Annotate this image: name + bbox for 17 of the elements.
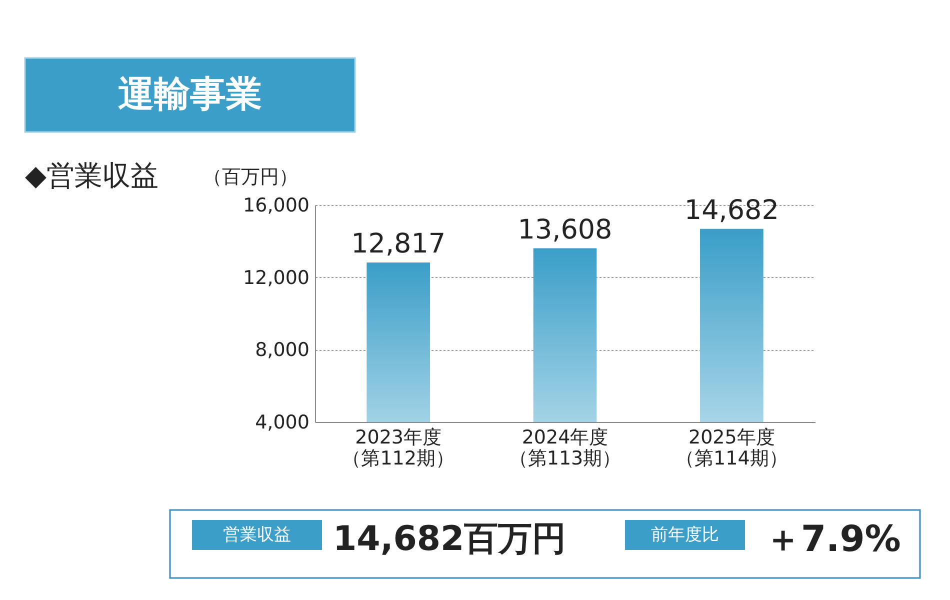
chart-title: ◆営業収益 [25, 159, 159, 192]
data-label: 13,608 [518, 214, 612, 246]
text: 前年度比 [651, 525, 719, 545]
x-tick-label: 2023年度（第112期） [342, 426, 454, 470]
data-label: 14,682 [684, 194, 779, 226]
text: 14,682百万円 [333, 519, 566, 559]
y-tick-label: 16,000 [243, 194, 310, 216]
text: 営業収益 [223, 525, 291, 545]
data-label: 12,817 [351, 228, 446, 260]
y-tick-label: 4,000 [255, 412, 310, 434]
text: 運輸事業 [118, 74, 262, 115]
y-axis-title: （百万円） [203, 166, 298, 188]
y-tick-label: 12,000 [243, 266, 310, 289]
x-tick-label: 2024年度（第113期） [508, 426, 622, 470]
text: ＋7.9% [765, 519, 901, 560]
y-tick-label: 8,000 [255, 339, 310, 362]
x-tick-label: 2025年度（第114期） [676, 426, 788, 470]
